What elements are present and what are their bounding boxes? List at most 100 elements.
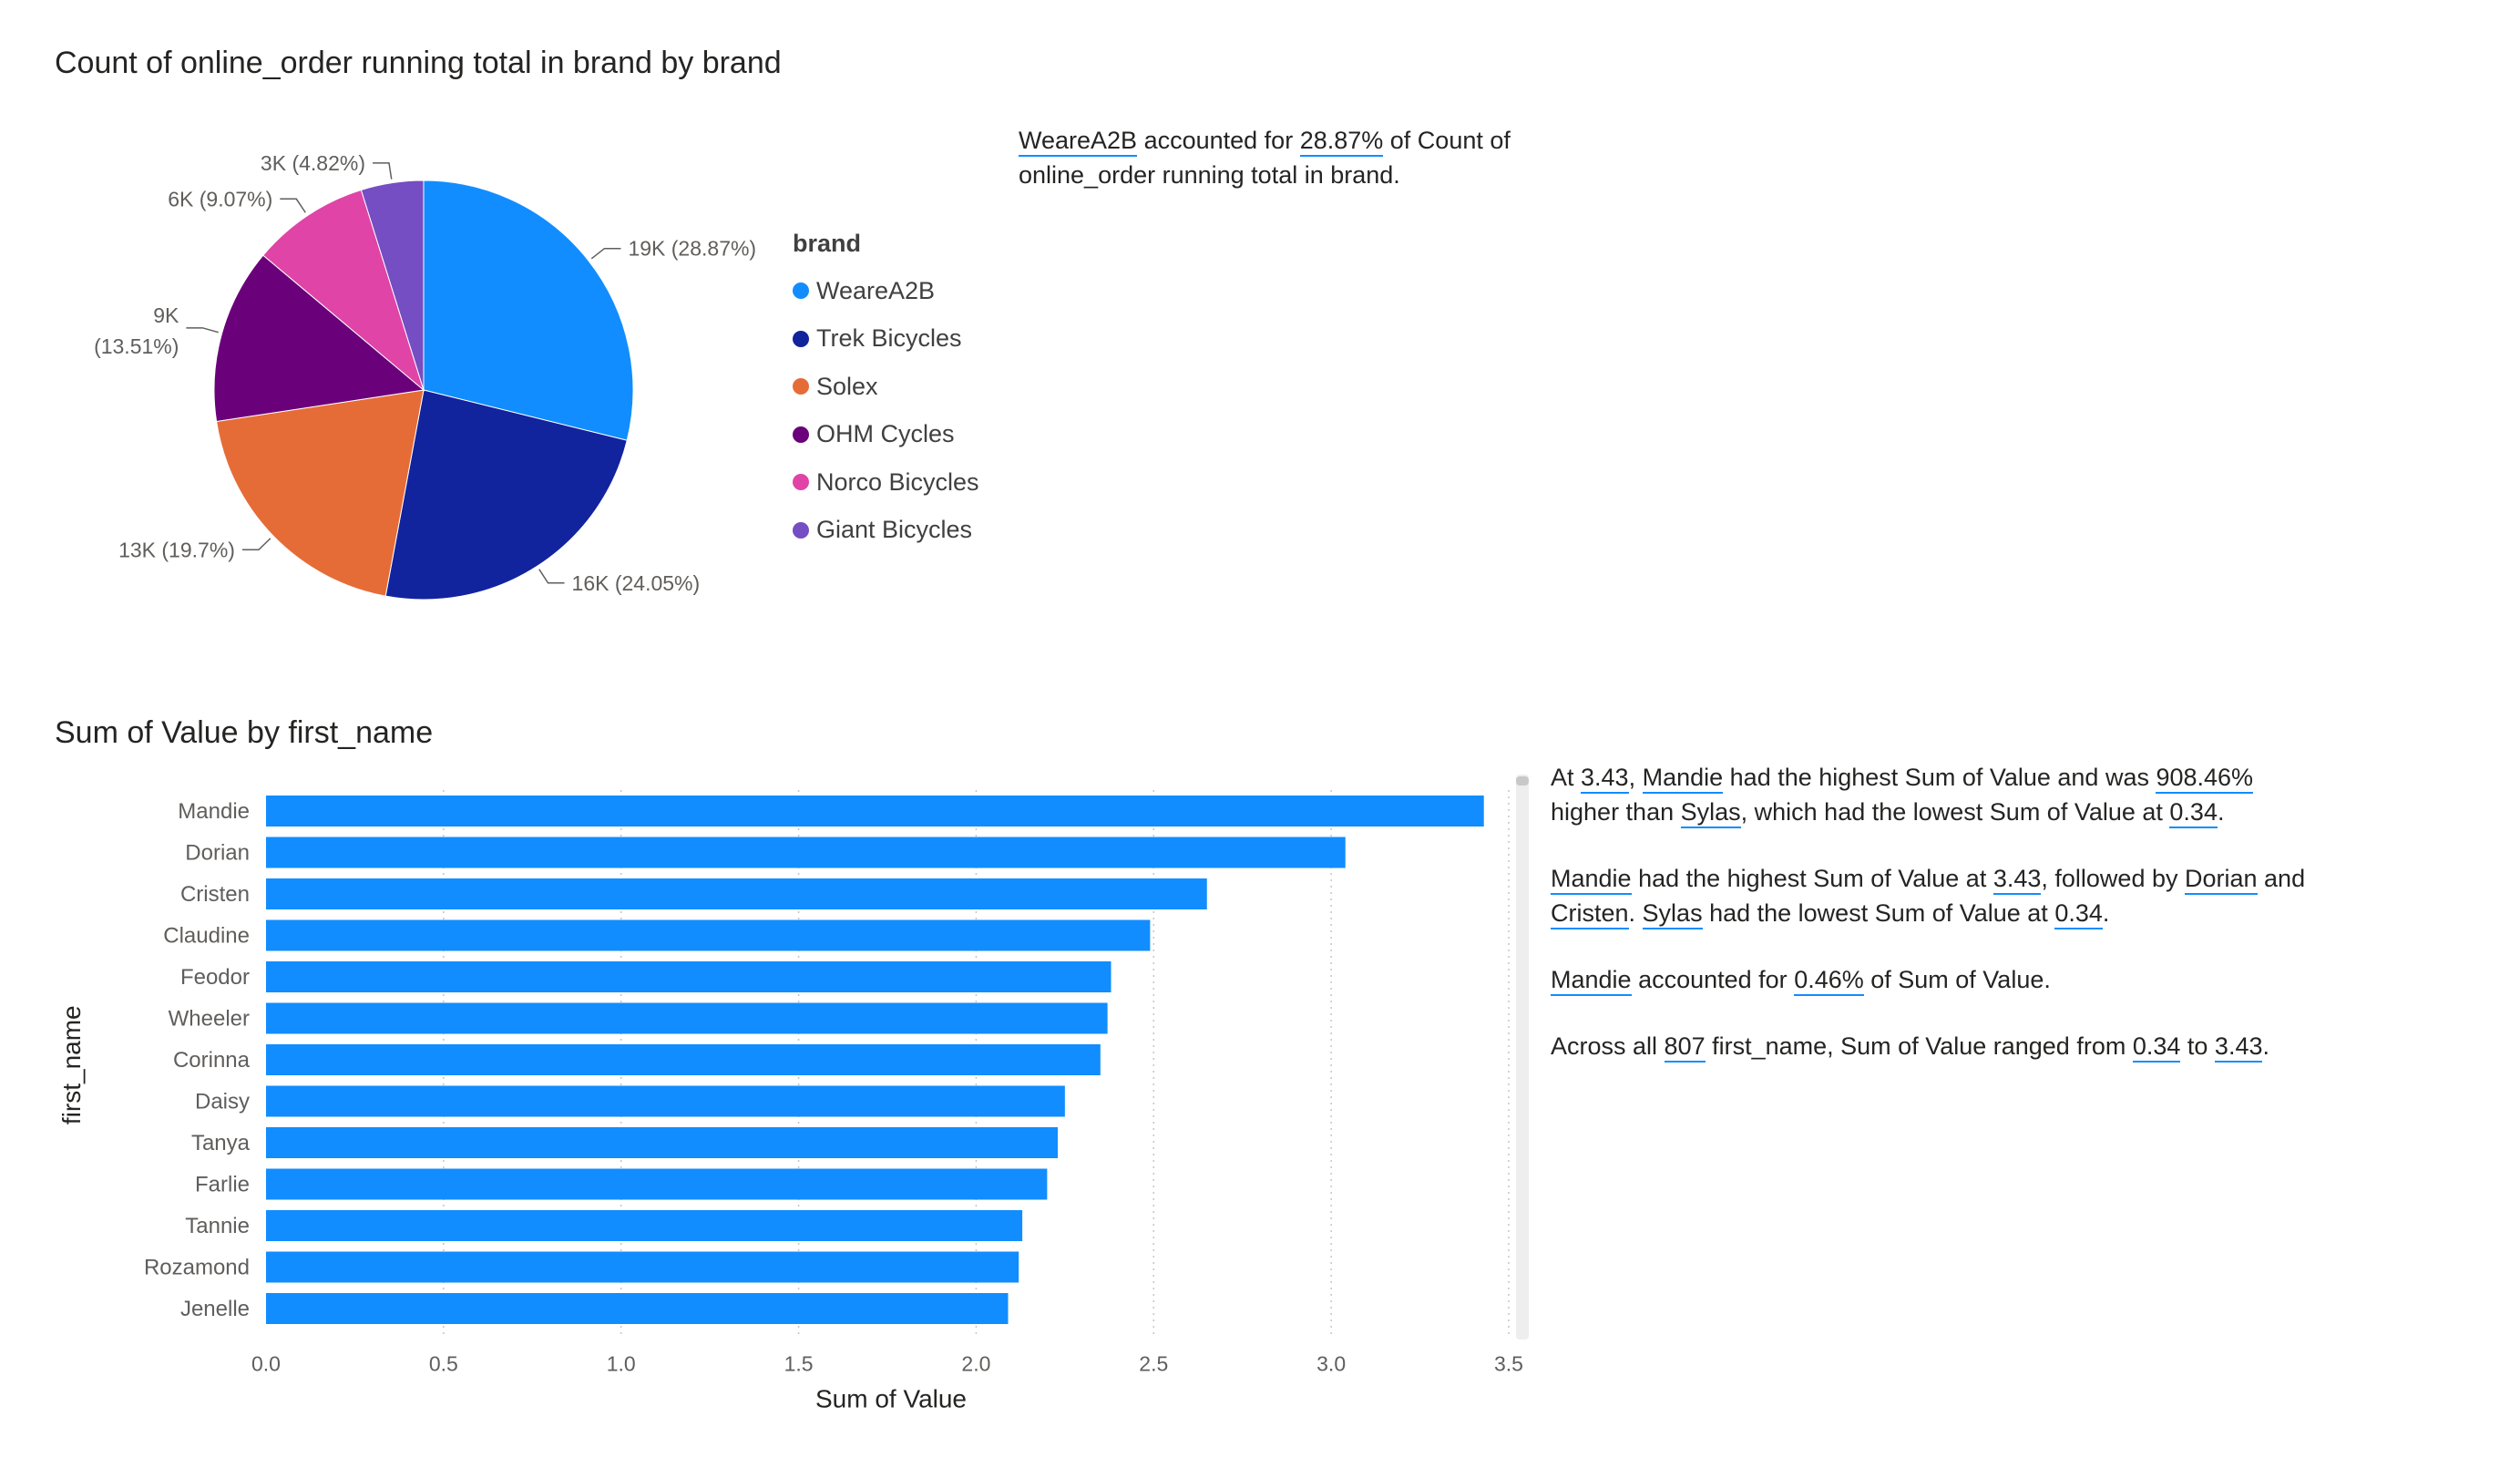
bar-chart[interactable]: 0.0 0.5 1.0 1.5 2.0 2.5 3.0 3.5 Mandie Dorian Cris… (0, 747, 1549, 1440)
bar-claudine[interactable] (266, 919, 1151, 951)
pie-leader-line (590, 247, 621, 260)
narrative-text: . (2102, 899, 2110, 927)
bar-chart-title: Sum of Value by first_name (55, 715, 434, 750)
narrative-highlight[interactable]: 28.87% (1299, 127, 1384, 157)
pie-data-label: 9K (13.51%) (94, 303, 179, 358)
bar-wheeler[interactable] (266, 1002, 1108, 1034)
bar-corinna[interactable] (266, 1044, 1101, 1075)
pie-slice-norco-bicycles[interactable] (262, 189, 425, 392)
pie-data-label: 3K (4.82%) (261, 151, 365, 175)
pie-slice-wearea2b[interactable] (423, 180, 634, 441)
pie-slice-trek-bicycles[interactable] (384, 389, 628, 601)
legend-label: WeareA2B (816, 276, 936, 304)
narrative-highlight[interactable]: Sylas (1642, 899, 1703, 929)
legend-marker (793, 282, 809, 300)
legend-item-giant-bicycles[interactable]: Giant Bicycles (793, 507, 979, 555)
pie-data-label: 13K (19.7%) (118, 538, 235, 561)
pie-leader-line (241, 538, 271, 551)
bar-chart-scrollbar-thumb[interactable] (1516, 776, 1529, 785)
narrative-highlight[interactable]: Mandie (1642, 764, 1724, 794)
pie-slice-ohm-cycles[interactable] (213, 254, 425, 423)
narrative-highlight[interactable]: 0.46% (1794, 966, 1864, 996)
x-axis-title: Sum of Value (815, 1385, 967, 1413)
pie-slice-solex[interactable] (216, 389, 425, 597)
narrative-highlight[interactable]: 0.34 (2169, 798, 2218, 828)
narrative-highlight[interactable]: 0.34 (2132, 1032, 2181, 1063)
bar-dorian[interactable] (266, 837, 1346, 868)
x-tick-label: 1.0 (607, 1352, 636, 1376)
bar-tannie[interactable] (266, 1210, 1023, 1241)
narrative-text: At (1551, 764, 1582, 791)
legend-label: OHM Cycles (816, 420, 955, 448)
legend-marker (793, 378, 809, 395)
narrative-text: higher than (1551, 798, 1681, 826)
pie-data-label: 16K (24.05%) (572, 571, 701, 595)
y-category-label: Daisy (195, 1090, 250, 1114)
x-tick-label: 0.5 (429, 1352, 458, 1376)
bar-farlie[interactable] (266, 1168, 1048, 1200)
x-tick-label: 3.0 (1316, 1352, 1346, 1376)
narrative-text: , followed by (2041, 865, 2185, 892)
narrative-highlight[interactable]: Dorian (2184, 865, 2258, 895)
x-tick-label: 2.5 (1139, 1352, 1168, 1376)
y-category-label: Cristen (180, 882, 250, 907)
narrative-highlight[interactable]: Cristen (1551, 899, 1629, 929)
narrative-text: had the lowest Sum of Value at (1702, 899, 2055, 927)
narrative-highlight[interactable]: Sylas (1680, 798, 1741, 828)
pie-slice-giant-bicycles[interactable] (360, 180, 425, 391)
legend-label: Giant Bicycles (816, 516, 973, 544)
bar-mandie[interactable] (266, 796, 1484, 827)
y-category-label: Tanya (191, 1131, 251, 1155)
narrative-highlight[interactable]: WeareA2B (1019, 127, 1138, 157)
narrative-highlight[interactable]: 3.43 (2214, 1032, 2263, 1063)
bar-feodor[interactable] (266, 961, 1111, 992)
narrative-text: of Sum of Value. (1863, 966, 2051, 993)
narrative-highlight[interactable]: 3.43 (1992, 865, 2042, 895)
narrative-highlight[interactable]: 3.43 (1581, 764, 1629, 794)
y-category-label: Claudine (163, 924, 250, 949)
narrative-highlight[interactable]: 908.46% (2156, 764, 2254, 794)
pie-data-label: 6K (9.07%) (168, 187, 272, 210)
x-tick-label: 1.5 (784, 1352, 814, 1376)
bar-cristen[interactable] (266, 878, 1207, 909)
narrative-highlight[interactable]: Mandie (1551, 865, 1632, 895)
y-category-label: Corinna (173, 1048, 251, 1073)
bar-jenelle[interactable] (266, 1293, 1009, 1324)
legend-item-ohm-cycles[interactable]: OHM Cycles (793, 411, 979, 459)
bar-rozamond[interactable] (266, 1251, 1019, 1283)
y-category-label: Feodor (180, 965, 250, 990)
narrative-text: had the highest Sum of Value and was (1723, 764, 2156, 791)
legend-marker (793, 474, 809, 491)
bar-chart-scrollbar[interactable] (1516, 775, 1529, 1340)
legend-label: Trek Bicycles (816, 324, 962, 353)
pie-chart[interactable]: 19K (28.87%) 16K (24.05%) 13K (19.7%) 9K (13… (0, 0, 784, 656)
y-category-label: Tannie (185, 1214, 250, 1238)
narrative-text: . (1628, 899, 1643, 927)
narrative-highlight[interactable]: Mandie (1551, 966, 1632, 996)
narrative-text: , (1628, 764, 1643, 791)
y-category-label: Mandie (178, 799, 250, 824)
narrative-text: and (2257, 865, 2306, 892)
pie-leader-line (280, 198, 306, 213)
y-category-label: Farlie (195, 1173, 250, 1197)
narrative-highlight[interactable]: 0.34 (2054, 899, 2103, 929)
narrative-text: to (2180, 1032, 2215, 1060)
legend-marker (793, 330, 809, 347)
pie-legend: brand WeareA2B Trek Bicycles Solex OHM Cycl… (793, 230, 979, 554)
narrative-highlight[interactable]: 807 (1664, 1032, 1706, 1063)
legend-item-solex[interactable]: Solex (793, 363, 979, 411)
x-tick-label: 2.0 (961, 1352, 990, 1376)
narrative-text: accounted for (1137, 127, 1300, 154)
legend-item-norco-bicycles[interactable]: Norco Bicycles (793, 458, 979, 507)
legend-item-wearea2b[interactable]: WeareA2B (793, 267, 979, 315)
bar-tanya[interactable] (266, 1127, 1059, 1158)
pie-data-label: 19K (28.87%) (628, 237, 756, 261)
y-category-label: Dorian (185, 841, 250, 866)
legend-marker (793, 521, 809, 539)
narrative-text: . (2217, 798, 2225, 826)
bar-daisy[interactable] (266, 1085, 1065, 1117)
legend-item-trek-bicycles[interactable]: Trek Bicycles (793, 315, 979, 364)
narrative-text: , which had the lowest Sum of Value at (1740, 798, 2170, 826)
x-tick-label: 0.0 (251, 1352, 281, 1376)
narrative-paragraph: At 3.43, Mandie had the highest Sum of V… (1551, 760, 2307, 829)
